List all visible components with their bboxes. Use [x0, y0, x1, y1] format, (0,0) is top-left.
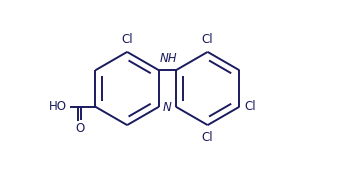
Text: O: O: [75, 122, 84, 135]
Text: Cl: Cl: [202, 131, 214, 144]
Text: Cl: Cl: [202, 33, 214, 46]
Text: HO: HO: [49, 100, 67, 113]
Text: NH: NH: [159, 52, 177, 65]
Text: N: N: [163, 101, 171, 114]
Text: Cl: Cl: [244, 100, 256, 113]
Text: Cl: Cl: [121, 33, 133, 46]
